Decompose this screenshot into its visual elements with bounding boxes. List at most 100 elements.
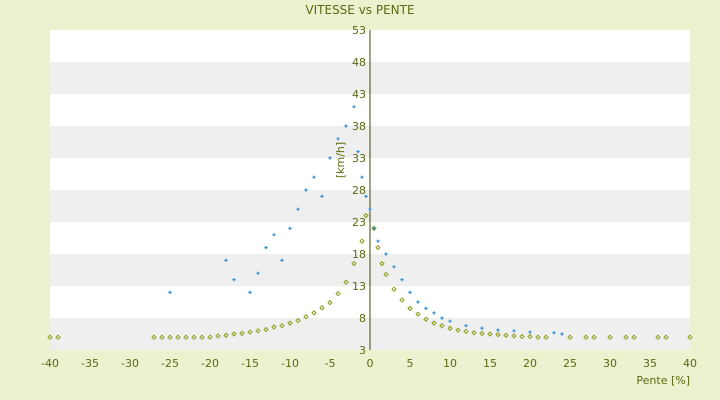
y-tick-label: 8 — [359, 312, 366, 325]
data-point — [448, 319, 452, 323]
x-tick-label: 5 — [407, 357, 414, 370]
data-point — [303, 314, 309, 320]
data-point — [352, 105, 356, 109]
y-tick-label: 53 — [352, 24, 366, 37]
data-point — [255, 328, 261, 334]
x-tick-labels: -40 -35 -30 -25 -20 -15 -10 -5 0 5 10 15 20 25 30 35 40 — [41, 357, 697, 370]
data-point — [304, 188, 308, 192]
data-point — [239, 330, 245, 337]
y-tick-label: 28 — [352, 184, 366, 197]
y-tick-label: 38 — [352, 120, 366, 133]
data-point — [295, 317, 301, 324]
x-tick-label: 10 — [443, 357, 457, 370]
x-tick-label: -15 — [241, 357, 259, 370]
x-tick-label: 35 — [643, 357, 657, 370]
data-point — [479, 330, 485, 337]
data-point — [191, 334, 197, 340]
y-tick-label: 33 — [352, 152, 366, 165]
data-point — [399, 297, 405, 303]
data-point — [256, 271, 260, 275]
data-point — [175, 334, 181, 340]
data-point — [215, 333, 221, 339]
data-point — [379, 260, 385, 267]
data-point — [207, 334, 213, 340]
data-point — [519, 333, 525, 340]
data-point — [248, 290, 252, 294]
y-tick-label: 18 — [352, 248, 366, 261]
data-point — [512, 329, 516, 333]
y-tick-label: 23 — [352, 216, 366, 229]
data-point — [440, 316, 444, 320]
data-point — [183, 334, 189, 340]
data-point — [423, 316, 429, 322]
y-tick-label: 3 — [359, 344, 366, 357]
x-tick-label: 15 — [483, 357, 497, 370]
y-axis-title: [km/h] — [334, 142, 347, 178]
data-point — [416, 300, 420, 304]
data-point — [591, 334, 597, 340]
data-point — [320, 194, 324, 198]
data-point — [271, 324, 277, 330]
data-point — [232, 278, 236, 282]
data-point — [439, 322, 445, 329]
x-tick-label: -30 — [121, 357, 139, 370]
data-point — [687, 334, 693, 340]
data-point — [296, 207, 300, 211]
x-tick-label: -20 — [201, 357, 219, 370]
y-tick-label: 13 — [352, 280, 366, 293]
data-point — [543, 334, 549, 340]
data-point — [527, 333, 533, 340]
data-point — [583, 334, 589, 340]
data-point — [360, 175, 364, 179]
data-point — [375, 244, 381, 251]
x-tick-label: 25 — [563, 357, 577, 370]
data-point — [496, 328, 500, 332]
data-point — [383, 271, 389, 278]
data-point — [432, 311, 436, 315]
data-point — [511, 333, 517, 339]
data-point — [312, 175, 316, 179]
data-point — [159, 334, 165, 340]
data-point — [607, 334, 613, 340]
data-point — [279, 322, 285, 329]
data-point — [168, 290, 172, 294]
series-1 — [168, 105, 564, 336]
x-tick-label: -25 — [161, 357, 179, 370]
x-tick-label: -35 — [81, 357, 99, 370]
data-point — [560, 332, 564, 336]
data-point — [264, 246, 268, 250]
data-point — [495, 331, 501, 338]
data-series — [47, 105, 693, 340]
data-point — [356, 150, 360, 154]
data-point — [480, 326, 484, 330]
data-point — [623, 334, 629, 340]
data-point — [343, 279, 349, 285]
data-point — [336, 137, 340, 141]
data-point — [328, 156, 332, 160]
data-point — [391, 286, 397, 292]
data-point — [167, 334, 173, 340]
data-point — [263, 326, 269, 333]
series-0 — [47, 212, 693, 340]
data-point — [528, 330, 532, 334]
y-tick-label: 48 — [352, 56, 366, 69]
data-point — [431, 320, 437, 326]
data-point — [663, 334, 669, 340]
data-point — [463, 328, 469, 335]
data-point — [424, 306, 428, 310]
data-point — [655, 334, 661, 340]
data-point — [311, 310, 317, 316]
data-point — [487, 331, 493, 337]
x-tick-label: -5 — [325, 357, 336, 370]
data-point — [335, 290, 341, 297]
data-point — [415, 311, 421, 317]
x-tick-label: 0 — [367, 357, 374, 370]
data-point — [447, 325, 453, 331]
data-point — [280, 258, 284, 262]
data-point — [400, 278, 404, 282]
data-point — [47, 334, 53, 340]
x-tick-label: -40 — [41, 357, 59, 370]
data-point — [455, 327, 461, 333]
data-point — [368, 207, 372, 211]
